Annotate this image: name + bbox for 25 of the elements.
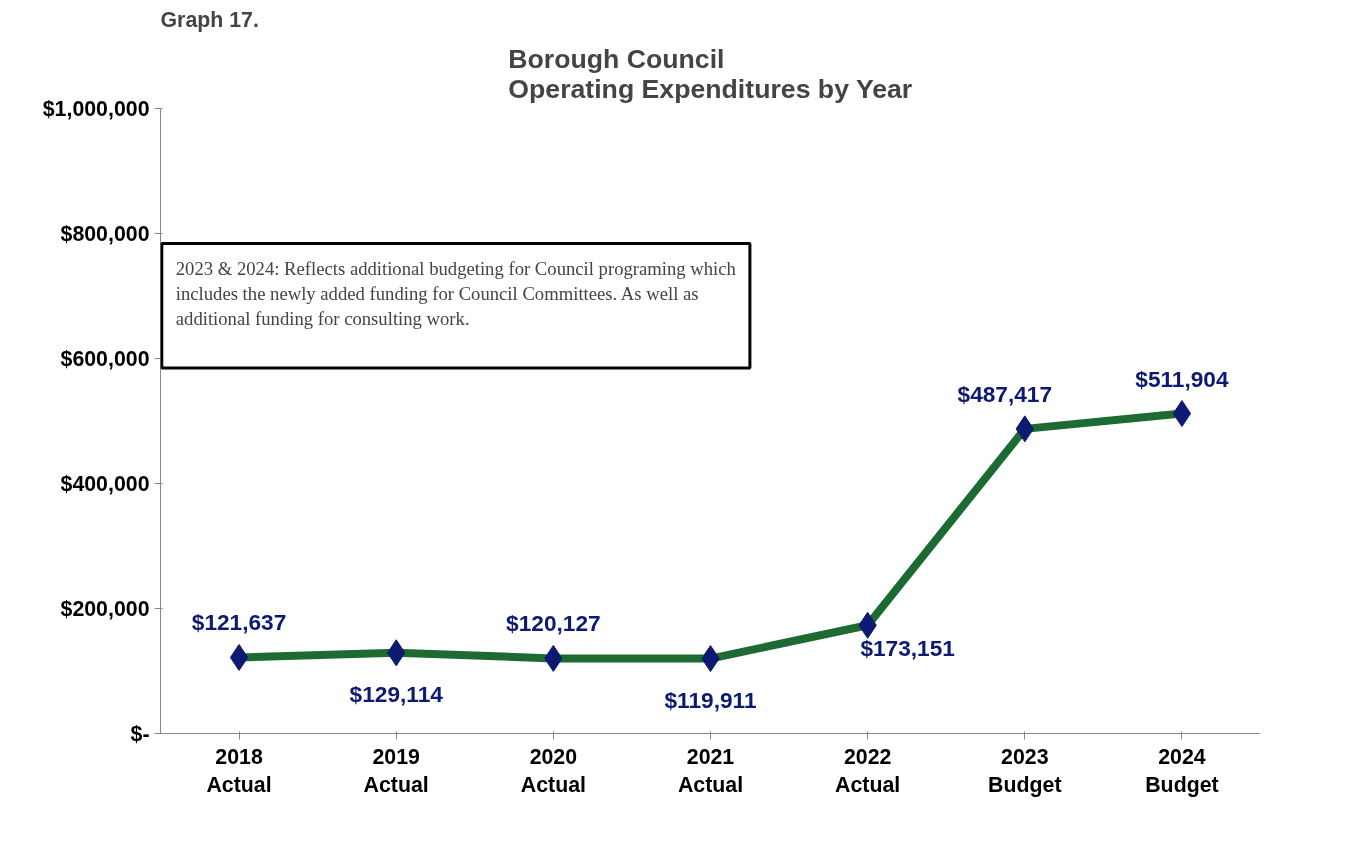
- caption: Graph 17.: [160, 7, 259, 32]
- x-tick-label: 2019 Actual: [363, 744, 429, 798]
- data-label: $173,151: [860, 635, 955, 662]
- y-tick-label: $-: [130, 721, 150, 746]
- y-tick-label: $1,000,000: [42, 96, 150, 121]
- x-tick-label: 2021 Actual: [677, 744, 744, 798]
- x-tick-label: 2020 Actual: [520, 744, 586, 798]
- y-tick-label: $800,000: [60, 221, 150, 246]
- data-label: $129,114: [349, 680, 444, 707]
- data-label: $119,911: [664, 686, 757, 713]
- x-tick-label: 2024 Budget: [1145, 744, 1219, 798]
- data-label: $121,637: [191, 609, 287, 636]
- x-tick-label: 2018 Actual: [206, 744, 272, 798]
- point: [1172, 400, 1192, 428]
- annotation: 2023 & 2024: Reflects additional budgeting for Council programing which includes the newly added funding for Council Committees. As well as additional funding for consulting work.: [175, 257, 737, 329]
- y-tick-label: $400,000: [60, 471, 150, 496]
- x-tick-label: 2023 Budget: [988, 744, 1062, 798]
- point: [229, 643, 249, 671]
- y-tick-label: $600,000: [60, 346, 150, 371]
- chart-title: Borough Council Operating Expenditures by Year: [508, 43, 913, 104]
- x-tick-label: 2022 Actual: [835, 744, 901, 798]
- data-label: $487,417: [957, 380, 1053, 407]
- y-tick-label: $200,000: [60, 596, 150, 621]
- data-label: $511,904: [1135, 365, 1229, 392]
- data-label: $120,127: [506, 610, 601, 637]
